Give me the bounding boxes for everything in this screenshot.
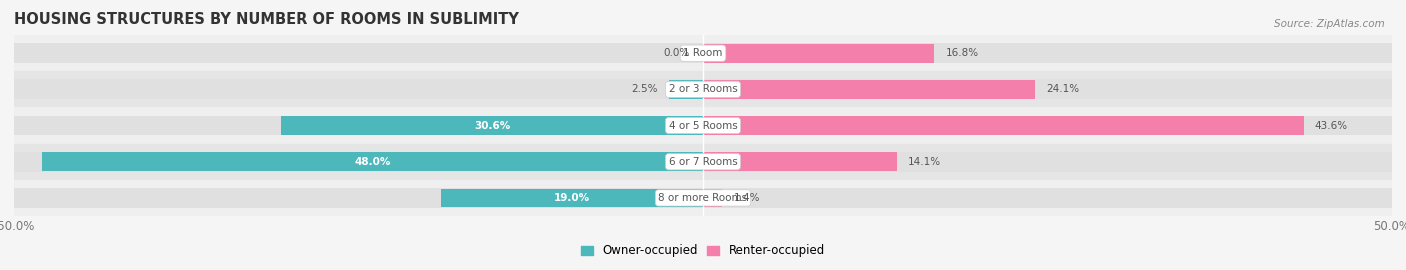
Bar [441,188,703,207]
Bar [14,71,1392,107]
Text: 4 or 5 Rooms: 4 or 5 Rooms [669,120,737,131]
Bar [14,35,1392,71]
Text: 30.6%: 30.6% [474,120,510,131]
Bar [703,152,1392,172]
Bar [14,116,703,136]
Text: 43.6%: 43.6% [1315,120,1348,131]
Bar [703,79,1392,99]
Bar [14,144,1392,180]
Text: 8 or more Rooms: 8 or more Rooms [658,193,748,203]
Text: 0.0%: 0.0% [664,48,689,58]
Bar [703,116,1392,136]
Bar [703,116,1303,135]
Bar [281,116,703,135]
Bar [703,188,723,207]
Text: 14.1%: 14.1% [908,157,942,167]
Bar [14,43,703,63]
Text: Source: ZipAtlas.com: Source: ZipAtlas.com [1274,19,1385,29]
Text: 19.0%: 19.0% [554,193,591,203]
Bar [669,80,703,99]
Bar [703,152,897,171]
Bar [14,188,703,208]
Text: 1 Room: 1 Room [683,48,723,58]
Legend: Owner-occupied, Renter-occupied: Owner-occupied, Renter-occupied [578,241,828,261]
Text: 2.5%: 2.5% [631,84,658,94]
Bar [703,188,1392,208]
Text: 2 or 3 Rooms: 2 or 3 Rooms [669,84,737,94]
Text: HOUSING STRUCTURES BY NUMBER OF ROOMS IN SUBLIMITY: HOUSING STRUCTURES BY NUMBER OF ROOMS IN… [14,12,519,27]
Bar [703,80,1035,99]
Bar [14,79,703,99]
Text: 16.8%: 16.8% [945,48,979,58]
Bar [703,44,935,63]
Bar [14,180,1392,216]
Bar [703,43,1392,63]
Text: 1.4%: 1.4% [734,193,759,203]
Text: 24.1%: 24.1% [1046,84,1080,94]
Text: 6 or 7 Rooms: 6 or 7 Rooms [669,157,737,167]
Bar [14,107,1392,144]
Text: 48.0%: 48.0% [354,157,391,167]
Bar [42,152,703,171]
Bar [14,152,703,172]
